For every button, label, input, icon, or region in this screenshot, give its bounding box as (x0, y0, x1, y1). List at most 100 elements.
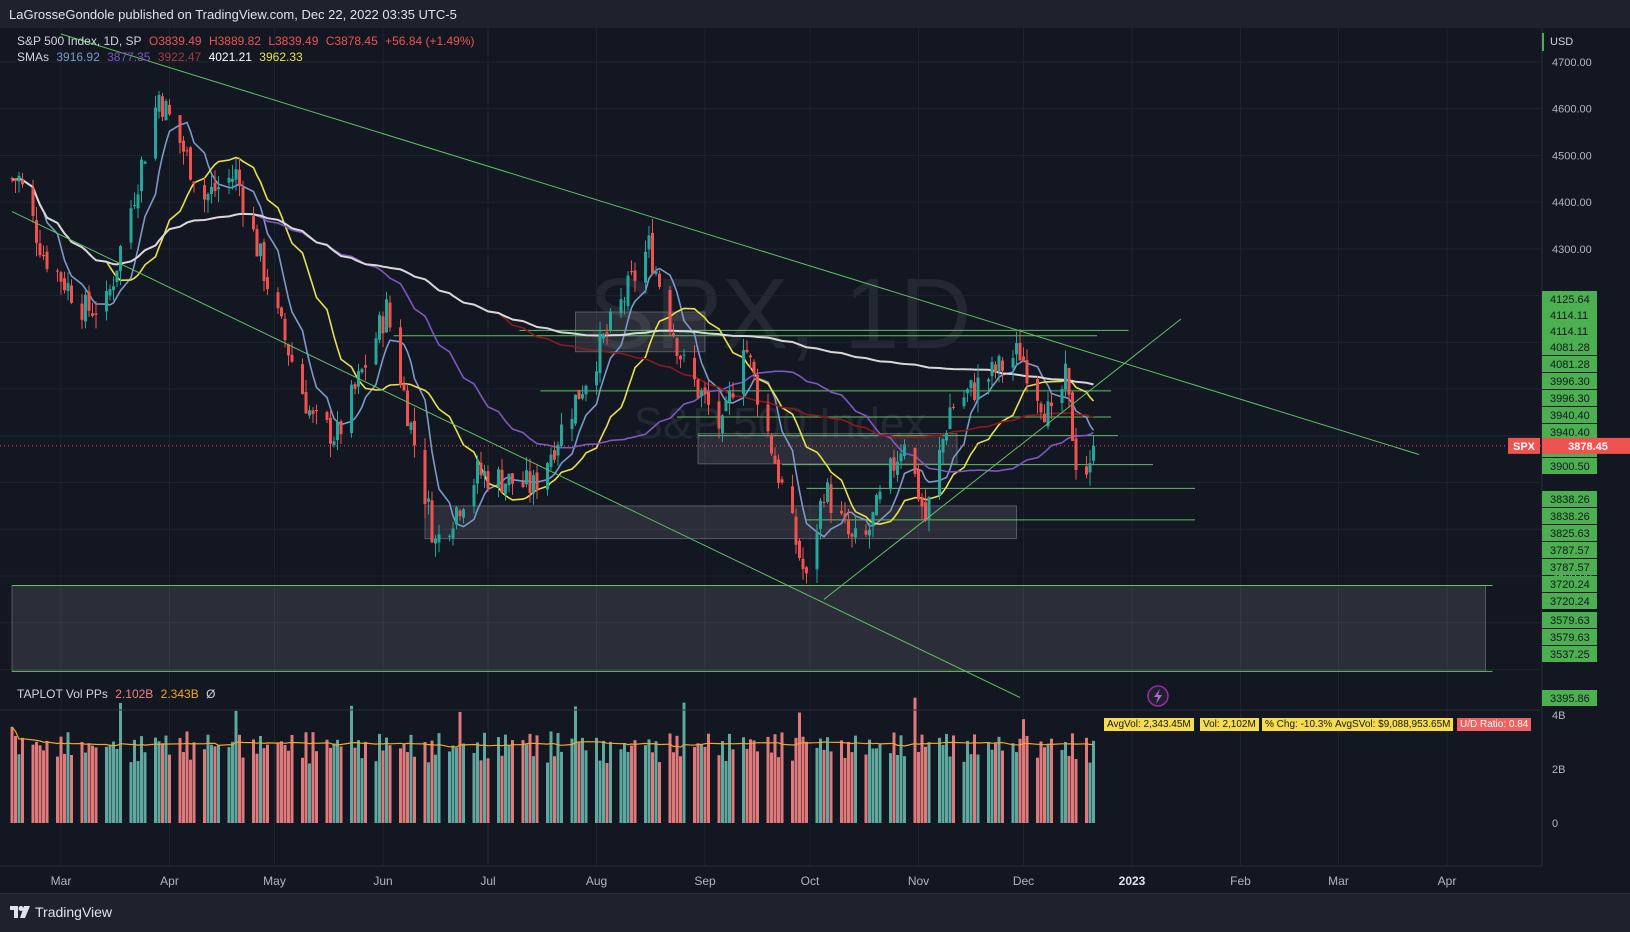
candle (1025, 349, 1029, 393)
volume-bar (168, 754, 171, 823)
level-badge: 4081.28 (1542, 356, 1597, 372)
candle (399, 319, 402, 388)
currency-marker (1542, 33, 1544, 51)
time-tick: Apr (160, 874, 179, 888)
level-badge: 4114.11 (1542, 307, 1597, 323)
volume-bar (584, 750, 588, 823)
candle (969, 379, 973, 397)
volume-bar (1060, 749, 1064, 823)
volume-bar (1022, 719, 1025, 823)
volume-bar (924, 746, 927, 823)
volume-bar (227, 747, 231, 823)
tradingview-logo[interactable]: TradingView (10, 904, 112, 920)
volume-bar (864, 754, 868, 823)
candle (276, 287, 280, 315)
level-value: 3940.40 (1550, 410, 1590, 422)
chart-area[interactable]: SPX, 1D S&P 500 Index USD 4700.00 4600.00… (0, 28, 1630, 893)
candle (843, 502, 847, 524)
volume-bar (780, 732, 784, 823)
candle (920, 493, 924, 521)
candle (854, 516, 857, 544)
candle (157, 90, 161, 119)
candle (178, 115, 182, 154)
sma-label: SMAs (17, 50, 50, 64)
candle (374, 332, 378, 366)
volume-bar (717, 755, 721, 823)
volume-bar (630, 745, 633, 823)
volume-axis[interactable]: 4B 2B 0 (1552, 710, 1565, 830)
volume-bar (794, 737, 798, 823)
candle (329, 409, 332, 458)
time-tick: Aug (586, 874, 607, 888)
time-tick: May (263, 874, 286, 888)
volume-bar (507, 745, 511, 823)
candle (504, 483, 507, 501)
volume-bar (724, 760, 728, 823)
candle (976, 364, 980, 413)
volume-bar (402, 744, 406, 823)
candle (283, 313, 287, 348)
price-tick: 4500.00 (1552, 150, 1592, 162)
candle (997, 354, 1001, 383)
candle (1022, 347, 1025, 362)
volume-bar (976, 754, 980, 823)
candle (105, 280, 108, 321)
candle (598, 321, 602, 383)
candle (752, 359, 756, 382)
price-chart[interactable]: SPX, 1D S&P 500 Index USD 4700.004600.00… (0, 28, 1630, 893)
volume-bar (66, 732, 70, 823)
level-value: 3720.24 (1550, 579, 1590, 591)
volume-bar (1050, 738, 1053, 823)
alert-icon[interactable] (1147, 685, 1169, 707)
sma-value-2: 3877.35 (107, 50, 151, 64)
candle (231, 165, 234, 190)
volume-bar (962, 761, 966, 823)
candle (819, 498, 822, 540)
time-tick: Mar (1328, 874, 1349, 888)
volume-bar (336, 739, 339, 823)
volume-bar (301, 757, 304, 823)
candle (864, 524, 868, 538)
time-axis[interactable]: Mar Apr May Jun Jul Aug Sep Oct Nov Dec 2023 Feb Mar… (51, 874, 1457, 888)
level-value: 3838.26 (1550, 494, 1590, 506)
volume-bar (161, 744, 164, 823)
candle (619, 288, 623, 319)
volume-bar (423, 742, 427, 823)
low-value: L3839.49 (268, 34, 319, 48)
candle (427, 490, 430, 515)
candle (521, 471, 525, 489)
candle (1036, 375, 1039, 414)
volume-bar (602, 740, 605, 823)
volume-bar (920, 734, 924, 823)
currency-label: USD (1550, 36, 1573, 48)
volume-bar (154, 737, 157, 823)
volume-bar (472, 752, 476, 823)
candle (1085, 455, 1088, 479)
candle (903, 439, 906, 460)
candle (952, 403, 955, 410)
volume-bar (206, 734, 210, 823)
volume-bar (287, 750, 290, 823)
volume-bar (434, 754, 437, 823)
volume-bar (70, 755, 73, 823)
volume-bar (94, 747, 98, 823)
volume-bar (437, 733, 441, 823)
last-price-marker: SPX 3878.45 (0, 437, 1630, 454)
volume-bar (644, 745, 647, 823)
sma-legend[interactable]: SMAs 3916.92 3877.35 3922.47 4021.21 396… (17, 50, 307, 64)
volume-bar (448, 751, 451, 823)
level-value: 4081.28 (1550, 359, 1590, 371)
candle (938, 437, 941, 500)
volume-bar (332, 743, 336, 823)
volume-bar (143, 752, 147, 823)
volume-legend[interactable]: TAPLOT Vol PPs 2.102B 2.343B Ø (17, 687, 219, 701)
level-badge: 3787.57 (1542, 542, 1597, 558)
volume-bar (815, 747, 819, 823)
candle (777, 454, 780, 489)
level-value: 4125.64 (1550, 294, 1590, 306)
symbol-legend[interactable]: S&P 500 Index, 1D, SP O3839.49 H3889.82 … (17, 34, 479, 48)
candle (325, 410, 329, 423)
volume-bar (304, 732, 308, 823)
level-value: 3940.40 (1550, 427, 1590, 439)
volume-bar (577, 742, 581, 823)
